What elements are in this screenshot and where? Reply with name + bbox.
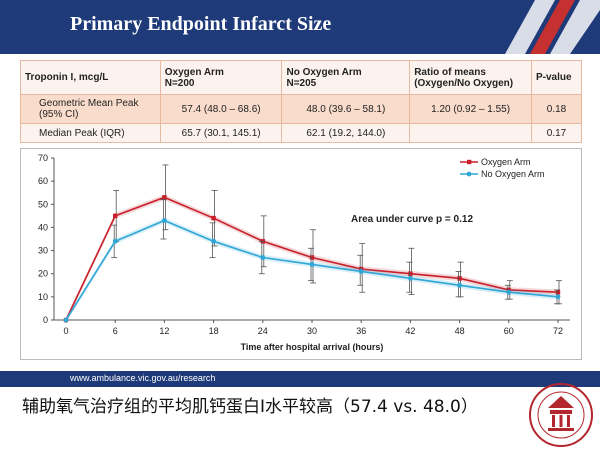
diagonal-stripes-decoration (505, 0, 600, 54)
y-tick-label: 30 (38, 246, 48, 256)
row-label: Geometric Mean Peak (95% CI) (20, 94, 161, 124)
row-label-subtext: (95% CI) (39, 109, 79, 120)
caption-text: 辅助氧气治疗组的平均肌钙蛋白I水平较高（57.4 vs. 48.0） (22, 397, 478, 417)
table-row: Median Peak (IQR) 65.7 (30.1, 145.1) 62.… (20, 123, 582, 143)
oxygen-legend-label: Oxygen Arm (481, 157, 531, 167)
row-label-text: Geometric Mean Peak (39, 98, 139, 109)
footer-bar: www.ambulance.vic.gov.au/research (0, 371, 600, 387)
slide-title: Primary Endpoint Infarct Size (70, 13, 332, 35)
oxygen-point (211, 215, 216, 221)
row-label: Median Peak (IQR) (20, 123, 161, 143)
no-oxygen-legend-marker (466, 171, 472, 177)
no-oxygen-point (506, 289, 512, 295)
y-tick-label: 60 (38, 176, 48, 186)
table-header-cell: Ratio of means (Oxygen/No Oxygen) (409, 60, 532, 95)
y-tick-label: 40 (38, 222, 48, 232)
header-subtext: N=200 (164, 77, 195, 89)
no-oxygen-point (63, 317, 69, 323)
troponin-line-chart: 0 10 20 30 40 50 60 70 0 6 12 18 24 30 36 42 48 60 72 Time … (20, 148, 582, 360)
x-tick-label: 60 (504, 326, 514, 336)
no-oxygen-point (112, 238, 118, 244)
table-header-row: Troponin I, mcg/L Oxygen Arm N=200 No Oxy… (20, 60, 582, 95)
x-tick-label: 18 (209, 326, 219, 336)
x-axis-label: Time after hospital arrival (hours) (241, 342, 384, 352)
oxygen-value: 65.7 (30.1, 145.1) (159, 123, 283, 143)
y-tick-label: 20 (38, 269, 48, 279)
header-text: Ratio of means (414, 66, 486, 78)
header-text: Oxygen Arm (164, 66, 224, 78)
results-table: Troponin I, mcg/L Oxygen Arm N=200 No Oxy… (20, 60, 582, 143)
y-tick-label: 50 (38, 199, 48, 209)
auc-annotation: Area under curve p = 0.12 (351, 214, 473, 225)
oxygen-point (408, 271, 413, 276)
oxygen-point (555, 290, 561, 295)
university-seal-logo (529, 383, 593, 447)
y-tick-label: 70 (38, 153, 48, 163)
x-tick-label: 30 (307, 326, 317, 336)
x-tick-label: 24 (258, 326, 268, 336)
x-tick-label: 36 (356, 326, 366, 336)
x-tick-label: 0 (63, 326, 68, 336)
oxygen-point (457, 276, 462, 281)
no-oxygen-legend-label: No Oxygen Arm (481, 169, 545, 179)
oxygen-value: 57.4 (48.0 – 68.6) (159, 94, 283, 124)
y-tick-label: 10 (38, 292, 48, 302)
no-oxygen-value: 48.0 (39.6 – 58.1) (281, 94, 411, 124)
no-oxygen-point (211, 238, 217, 244)
no-oxygen-point (309, 262, 315, 267)
oxygen-point (162, 195, 167, 200)
x-tick-label: 6 (113, 326, 118, 336)
oxygen-legend-marker (467, 159, 472, 165)
header-text: Troponin I, mcg/L (25, 72, 109, 83)
header-text: No Oxygen Arm (286, 66, 362, 78)
header-subtext: (Oxygen/No Oxygen) (414, 77, 514, 89)
no-oxygen-point (358, 269, 364, 274)
table-header-cell: P-value (531, 60, 582, 95)
footer-url: www.ambulance.vic.gov.au/research (70, 373, 216, 383)
no-oxygen-point (260, 255, 266, 260)
header-text: P-value (536, 72, 572, 83)
table-header-cell: Troponin I, mcg/L (20, 60, 161, 95)
x-tick-label: 48 (455, 326, 465, 336)
ratio-value: 1.20 (0.92 – 1.55) (409, 94, 532, 124)
y-tick-label: 0 (43, 315, 48, 325)
table-row: Geometric Mean Peak (95% CI) 57.4 (48.0 –… (20, 94, 582, 124)
table-header-cell: Oxygen Arm N=200 (159, 60, 283, 95)
title-banner: Primary Endpoint Infarct Size (0, 0, 600, 54)
oxygen-point (113, 213, 118, 219)
p-value: 0.18 (531, 94, 582, 124)
no-oxygen-point (162, 218, 167, 223)
no-oxygen-point (555, 294, 561, 300)
header-subtext: N=205 (286, 77, 317, 89)
x-tick-label: 72 (553, 326, 563, 336)
no-oxygen-point (457, 282, 462, 288)
no-oxygen-point (408, 275, 413, 281)
oxygen-point (309, 255, 315, 260)
x-tick-label: 42 (405, 326, 415, 336)
x-tick-label: 12 (159, 326, 169, 336)
no-oxygen-value: 62.1 (19.2, 144.0) (281, 123, 411, 143)
p-value: 0.17 (531, 123, 582, 143)
ratio-value (409, 123, 532, 143)
table-header-cell: No Oxygen Arm N=205 (281, 60, 411, 95)
